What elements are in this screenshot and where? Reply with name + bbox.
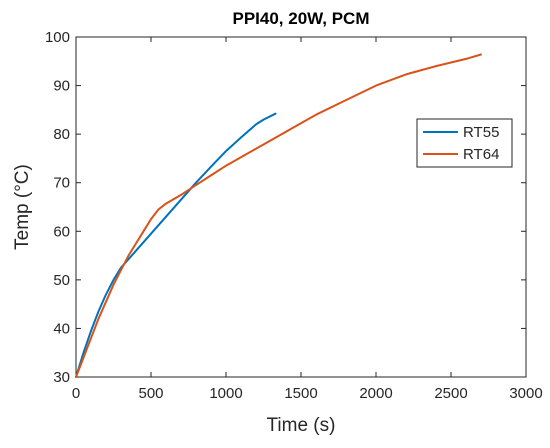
legend-label-rt64: RT64 bbox=[463, 146, 499, 163]
y-tick-label: 60 bbox=[53, 223, 70, 240]
y-tick-label: 50 bbox=[53, 272, 70, 289]
series-lines bbox=[75, 53, 482, 378]
legend-box bbox=[416, 118, 513, 168]
x-tick-label: 1500 bbox=[284, 385, 317, 402]
legend-label-rt55: RT55 bbox=[463, 124, 499, 141]
y-tick-label: 40 bbox=[53, 320, 70, 337]
y-tick-label: 90 bbox=[53, 78, 70, 95]
y-tick-label: 30 bbox=[53, 369, 70, 386]
axis-ticks: 0 500 1000 1500 2000 2500 3000 30 40 50 60 70 80 90 10… bbox=[45, 29, 543, 402]
y-tick-label: 80 bbox=[53, 126, 70, 143]
y-tick-label: 100 bbox=[45, 29, 70, 46]
legend: RT55 RT64 bbox=[416, 118, 513, 168]
x-tick-label: 1000 bbox=[209, 385, 242, 402]
x-axis-label: Time (s) bbox=[267, 415, 336, 436]
series-line-rt64 bbox=[75, 53, 482, 378]
x-tick-label: 2000 bbox=[359, 385, 392, 402]
x-tick-label: 2500 bbox=[434, 385, 467, 402]
y-tick-label: 70 bbox=[53, 175, 70, 192]
y-axis-label: Temp (°C) bbox=[12, 164, 33, 250]
x-tick-label: 0 bbox=[72, 385, 80, 402]
plot-area bbox=[75, 36, 527, 378]
x-tick-label: 3000 bbox=[509, 385, 542, 402]
chart-title: PPI40, 20W, PCM bbox=[233, 9, 370, 28]
x-tick-label: 500 bbox=[138, 385, 163, 402]
series-line-rt55 bbox=[75, 112, 277, 378]
